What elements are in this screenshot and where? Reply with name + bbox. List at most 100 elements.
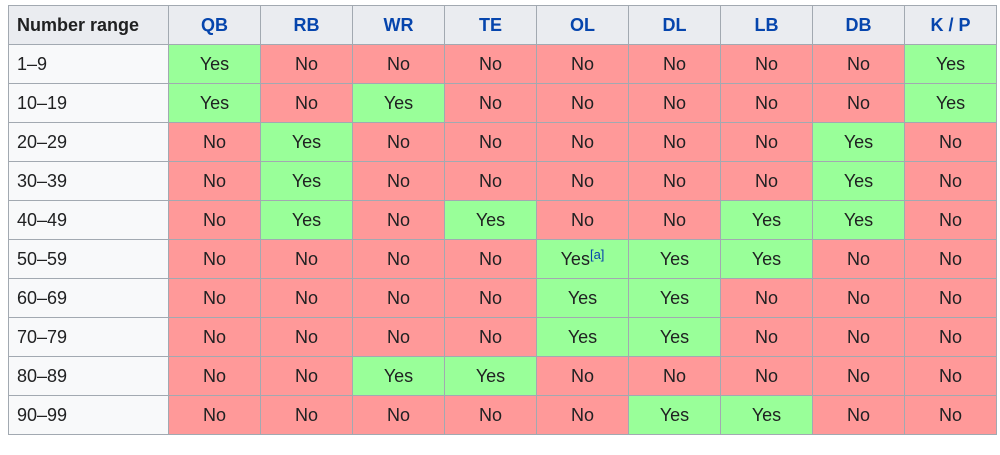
eligibility-cell: No <box>352 200 445 240</box>
table-row: 60–69 No No No No Yes Yes No No No <box>8 278 997 318</box>
eligibility-cell: Yes <box>444 200 537 240</box>
eligibility-cell: No <box>260 239 353 279</box>
table-row: 50–59 No No No No Yes[a] Yes Yes No No <box>8 239 997 279</box>
eligibility-cell: No <box>904 395 997 435</box>
eligibility-cell: Yes <box>628 395 721 435</box>
number-table: Number range QB RB WR TE OL DL LB DB K / P 1–9 Yes… <box>8 5 997 435</box>
range-cell: 30–39 <box>8 161 169 201</box>
table-row: 70–79 No No No No Yes Yes No No No <box>8 317 997 357</box>
eligibility-cell: No <box>720 44 813 84</box>
eligibility-cell: Yes <box>812 161 905 201</box>
eligibility-cell: No <box>812 356 905 396</box>
position-header[interactable]: TE <box>444 5 537 45</box>
eligibility-cell: Yes <box>720 239 813 279</box>
eligibility-cell: No <box>260 356 353 396</box>
eligibility-cell: No <box>812 44 905 84</box>
eligibility-cell: Yes[a] <box>536 239 629 279</box>
eligibility-cell: No <box>444 317 537 357</box>
eligibility-cell: Yes <box>628 278 721 318</box>
eligibility-cell: No <box>628 44 721 84</box>
eligibility-cell: Yes <box>352 356 445 396</box>
eligibility-cell: No <box>904 161 997 201</box>
eligibility-cell: No <box>168 200 261 240</box>
table-row: 30–39 No Yes No No No No No Yes No <box>8 161 997 201</box>
eligibility-cell: No <box>444 44 537 84</box>
eligibility-cell: No <box>720 278 813 318</box>
table-row: 80–89 No No Yes Yes No No No No No <box>8 356 997 396</box>
eligibility-cell: No <box>536 200 629 240</box>
eligibility-cell: No <box>628 122 721 162</box>
eligibility-cell: No <box>352 44 445 84</box>
range-cell: 70–79 <box>8 317 169 357</box>
eligibility-cell: No <box>444 122 537 162</box>
eligibility-cell: Yes <box>812 122 905 162</box>
table-row: 10–19 Yes No Yes No No No No No Yes <box>8 83 997 123</box>
header-cell: Number range <box>8 5 169 45</box>
eligibility-cell: No <box>168 356 261 396</box>
eligibility-cell: Yes <box>904 83 997 123</box>
eligibility-cell: No <box>904 200 997 240</box>
position-header[interactable]: QB <box>168 5 261 45</box>
eligibility-cell: No <box>260 278 353 318</box>
eligibility-cell: No <box>812 83 905 123</box>
eligibility-cell: No <box>536 356 629 396</box>
eligibility-cell: Yes <box>260 200 353 240</box>
position-header[interactable]: WR <box>352 5 445 45</box>
footnote-link[interactable]: [a] <box>589 246 605 262</box>
eligibility-cell: No <box>904 356 997 396</box>
eligibility-cell: No <box>168 122 261 162</box>
position-header[interactable]: DB <box>812 5 905 45</box>
eligibility-cell: Yes <box>720 200 813 240</box>
eligibility-cell: Yes <box>628 317 721 357</box>
eligibility-cell: No <box>260 395 353 435</box>
eligibility-cell: No <box>812 395 905 435</box>
eligibility-cell: No <box>628 356 721 396</box>
table-body: 1–9 Yes No No No No No No No Yes 10–19 Yes No Yes No No… <box>8 44 997 435</box>
eligibility-cell: No <box>352 278 445 318</box>
eligibility-cell: Yes <box>444 356 537 396</box>
position-header[interactable]: K / P <box>904 5 997 45</box>
eligibility-cell: No <box>352 317 445 357</box>
table-head: Number range QB RB WR TE OL DL LB DB K / P <box>8 5 997 45</box>
range-cell: 80–89 <box>8 356 169 396</box>
eligibility-cell: No <box>260 317 353 357</box>
eligibility-cell: No <box>904 122 997 162</box>
table-row: 1–9 Yes No No No No No No No Yes <box>8 44 997 84</box>
eligibility-cell: No <box>720 161 813 201</box>
eligibility-cell: Yes <box>260 122 353 162</box>
eligibility-cell: No <box>168 161 261 201</box>
eligibility-cell: No <box>628 161 721 201</box>
eligibility-cell: No <box>352 395 445 435</box>
eligibility-cell: No <box>168 278 261 318</box>
eligibility-cell: Yes <box>536 317 629 357</box>
eligibility-cell: Yes <box>628 239 721 279</box>
range-cell: 10–19 <box>8 83 169 123</box>
range-cell: 40–49 <box>8 200 169 240</box>
eligibility-cell: No <box>444 239 537 279</box>
eligibility-cell: Yes <box>536 278 629 318</box>
position-header[interactable]: LB <box>720 5 813 45</box>
eligibility-cell: No <box>720 317 813 357</box>
range-cell: 50–59 <box>8 239 169 279</box>
position-header[interactable]: OL <box>536 5 629 45</box>
range-cell: 90–99 <box>8 395 169 435</box>
eligibility-cell: No <box>444 278 537 318</box>
eligibility-cell: No <box>352 239 445 279</box>
table-row: 20–29 No Yes No No No No No Yes No <box>8 122 997 162</box>
eligibility-cell: Yes <box>260 161 353 201</box>
eligibility-cell: No <box>904 317 997 357</box>
position-header[interactable]: RB <box>260 5 353 45</box>
eligibility-cell: No <box>352 161 445 201</box>
range-cell: 1–9 <box>8 44 169 84</box>
eligibility-cell: No <box>904 239 997 279</box>
range-cell: 60–69 <box>8 278 169 318</box>
eligibility-cell: Yes <box>168 83 261 123</box>
eligibility-cell: No <box>904 278 997 318</box>
eligibility-cell: Yes <box>352 83 445 123</box>
header-row: Number range QB RB WR TE OL DL LB DB K / P <box>8 5 997 45</box>
eligibility-cell: No <box>812 239 905 279</box>
position-header[interactable]: DL <box>628 5 721 45</box>
cell-text: Yes <box>560 248 590 269</box>
eligibility-cell: No <box>352 122 445 162</box>
range-cell: 20–29 <box>8 122 169 162</box>
